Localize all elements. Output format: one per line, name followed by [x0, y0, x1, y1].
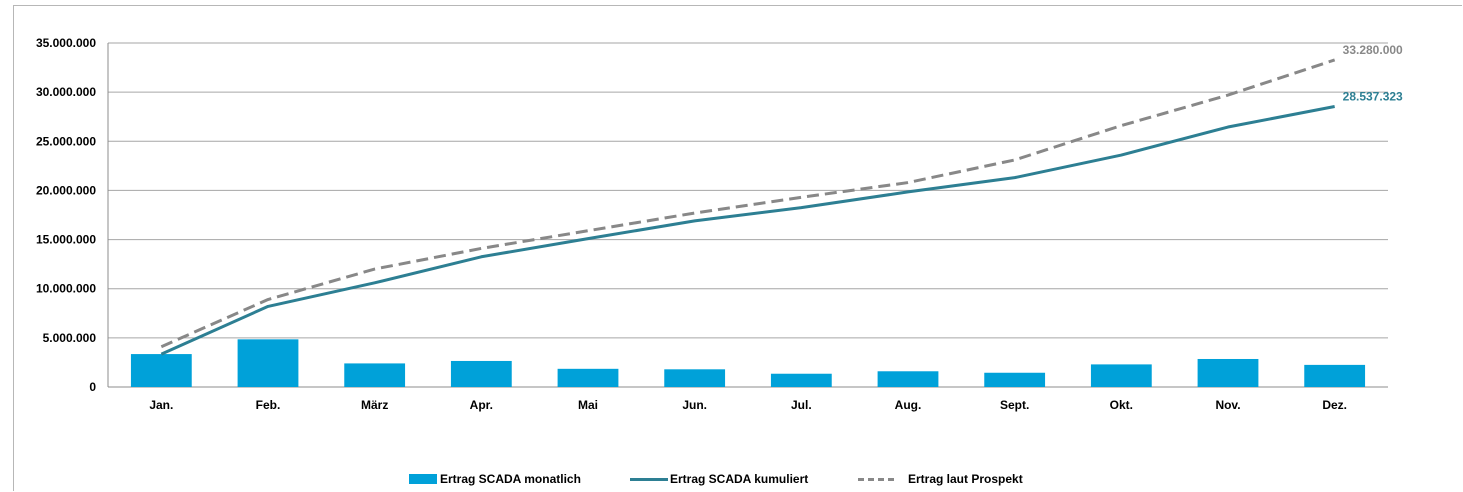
legend-label-cumulative: Ertrag SCADA kumuliert	[670, 472, 809, 486]
x-tick-label: Jul.	[791, 398, 812, 412]
bar	[770, 373, 832, 387]
bar	[557, 368, 619, 387]
legend-label-monthly: Ertrag SCADA monatlich	[440, 472, 581, 486]
bar	[664, 369, 726, 387]
y-tick-label: 10.000.000	[36, 282, 96, 296]
y-tick-label: 35.000.000	[36, 36, 96, 50]
x-tick-label: Mai	[578, 398, 598, 412]
x-tick-label: Aug.	[895, 398, 922, 412]
legend-swatch-monthly	[409, 474, 437, 484]
x-tick-label: März	[361, 398, 388, 412]
y-tick-label: 0	[89, 380, 96, 394]
y-tick-label: 20.000.000	[36, 183, 96, 197]
line-cumulative	[160, 105, 1335, 356]
legend-label-prospekt: Ertrag laut Prospekt	[908, 472, 1023, 486]
end-label-prospekt: 33.280.000	[1343, 43, 1403, 57]
x-tick-label: Feb.	[256, 398, 281, 412]
x-tick-label: Jun.	[682, 398, 707, 412]
legend-item-monthly: Ertrag SCADA monatlich	[409, 469, 581, 489]
bar	[130, 354, 192, 387]
legend-item-cumulative: Ertrag SCADA kumuliert	[630, 469, 808, 489]
end-label-cumulative: 28.537.323	[1343, 90, 1403, 104]
legend-swatch-cumulative	[630, 477, 668, 481]
bar	[1090, 364, 1152, 387]
line-prospekt	[160, 58, 1336, 349]
x-tick-label: Apr.	[470, 398, 493, 412]
bar	[450, 360, 512, 387]
bar	[1304, 364, 1366, 387]
y-tick-label: 30.000.000	[36, 85, 96, 99]
x-tick-label: Dez.	[1322, 398, 1347, 412]
y-tick-label: 15.000.000	[36, 233, 96, 247]
bar	[877, 371, 939, 387]
y-tick-label: 5.000.000	[43, 331, 97, 345]
legend-swatch-prospekt	[858, 477, 894, 481]
bar	[237, 339, 299, 387]
legend: Ertrag SCADA monatlich Ertrag SCADA kumu…	[0, 469, 1463, 489]
x-tick-label: Jan.	[149, 398, 173, 412]
chart-frame	[13, 5, 1462, 491]
x-tick-label: Sept.	[1000, 398, 1029, 412]
y-tick-label: 25.000.000	[36, 134, 96, 148]
x-tick-label: Okt.	[1110, 398, 1133, 412]
bar	[984, 372, 1046, 387]
x-tick-label: Nov.	[1215, 398, 1240, 412]
legend-item-prospekt: Ertrag laut Prospekt	[858, 469, 1023, 489]
bar	[344, 363, 406, 387]
bar	[1197, 358, 1259, 387]
